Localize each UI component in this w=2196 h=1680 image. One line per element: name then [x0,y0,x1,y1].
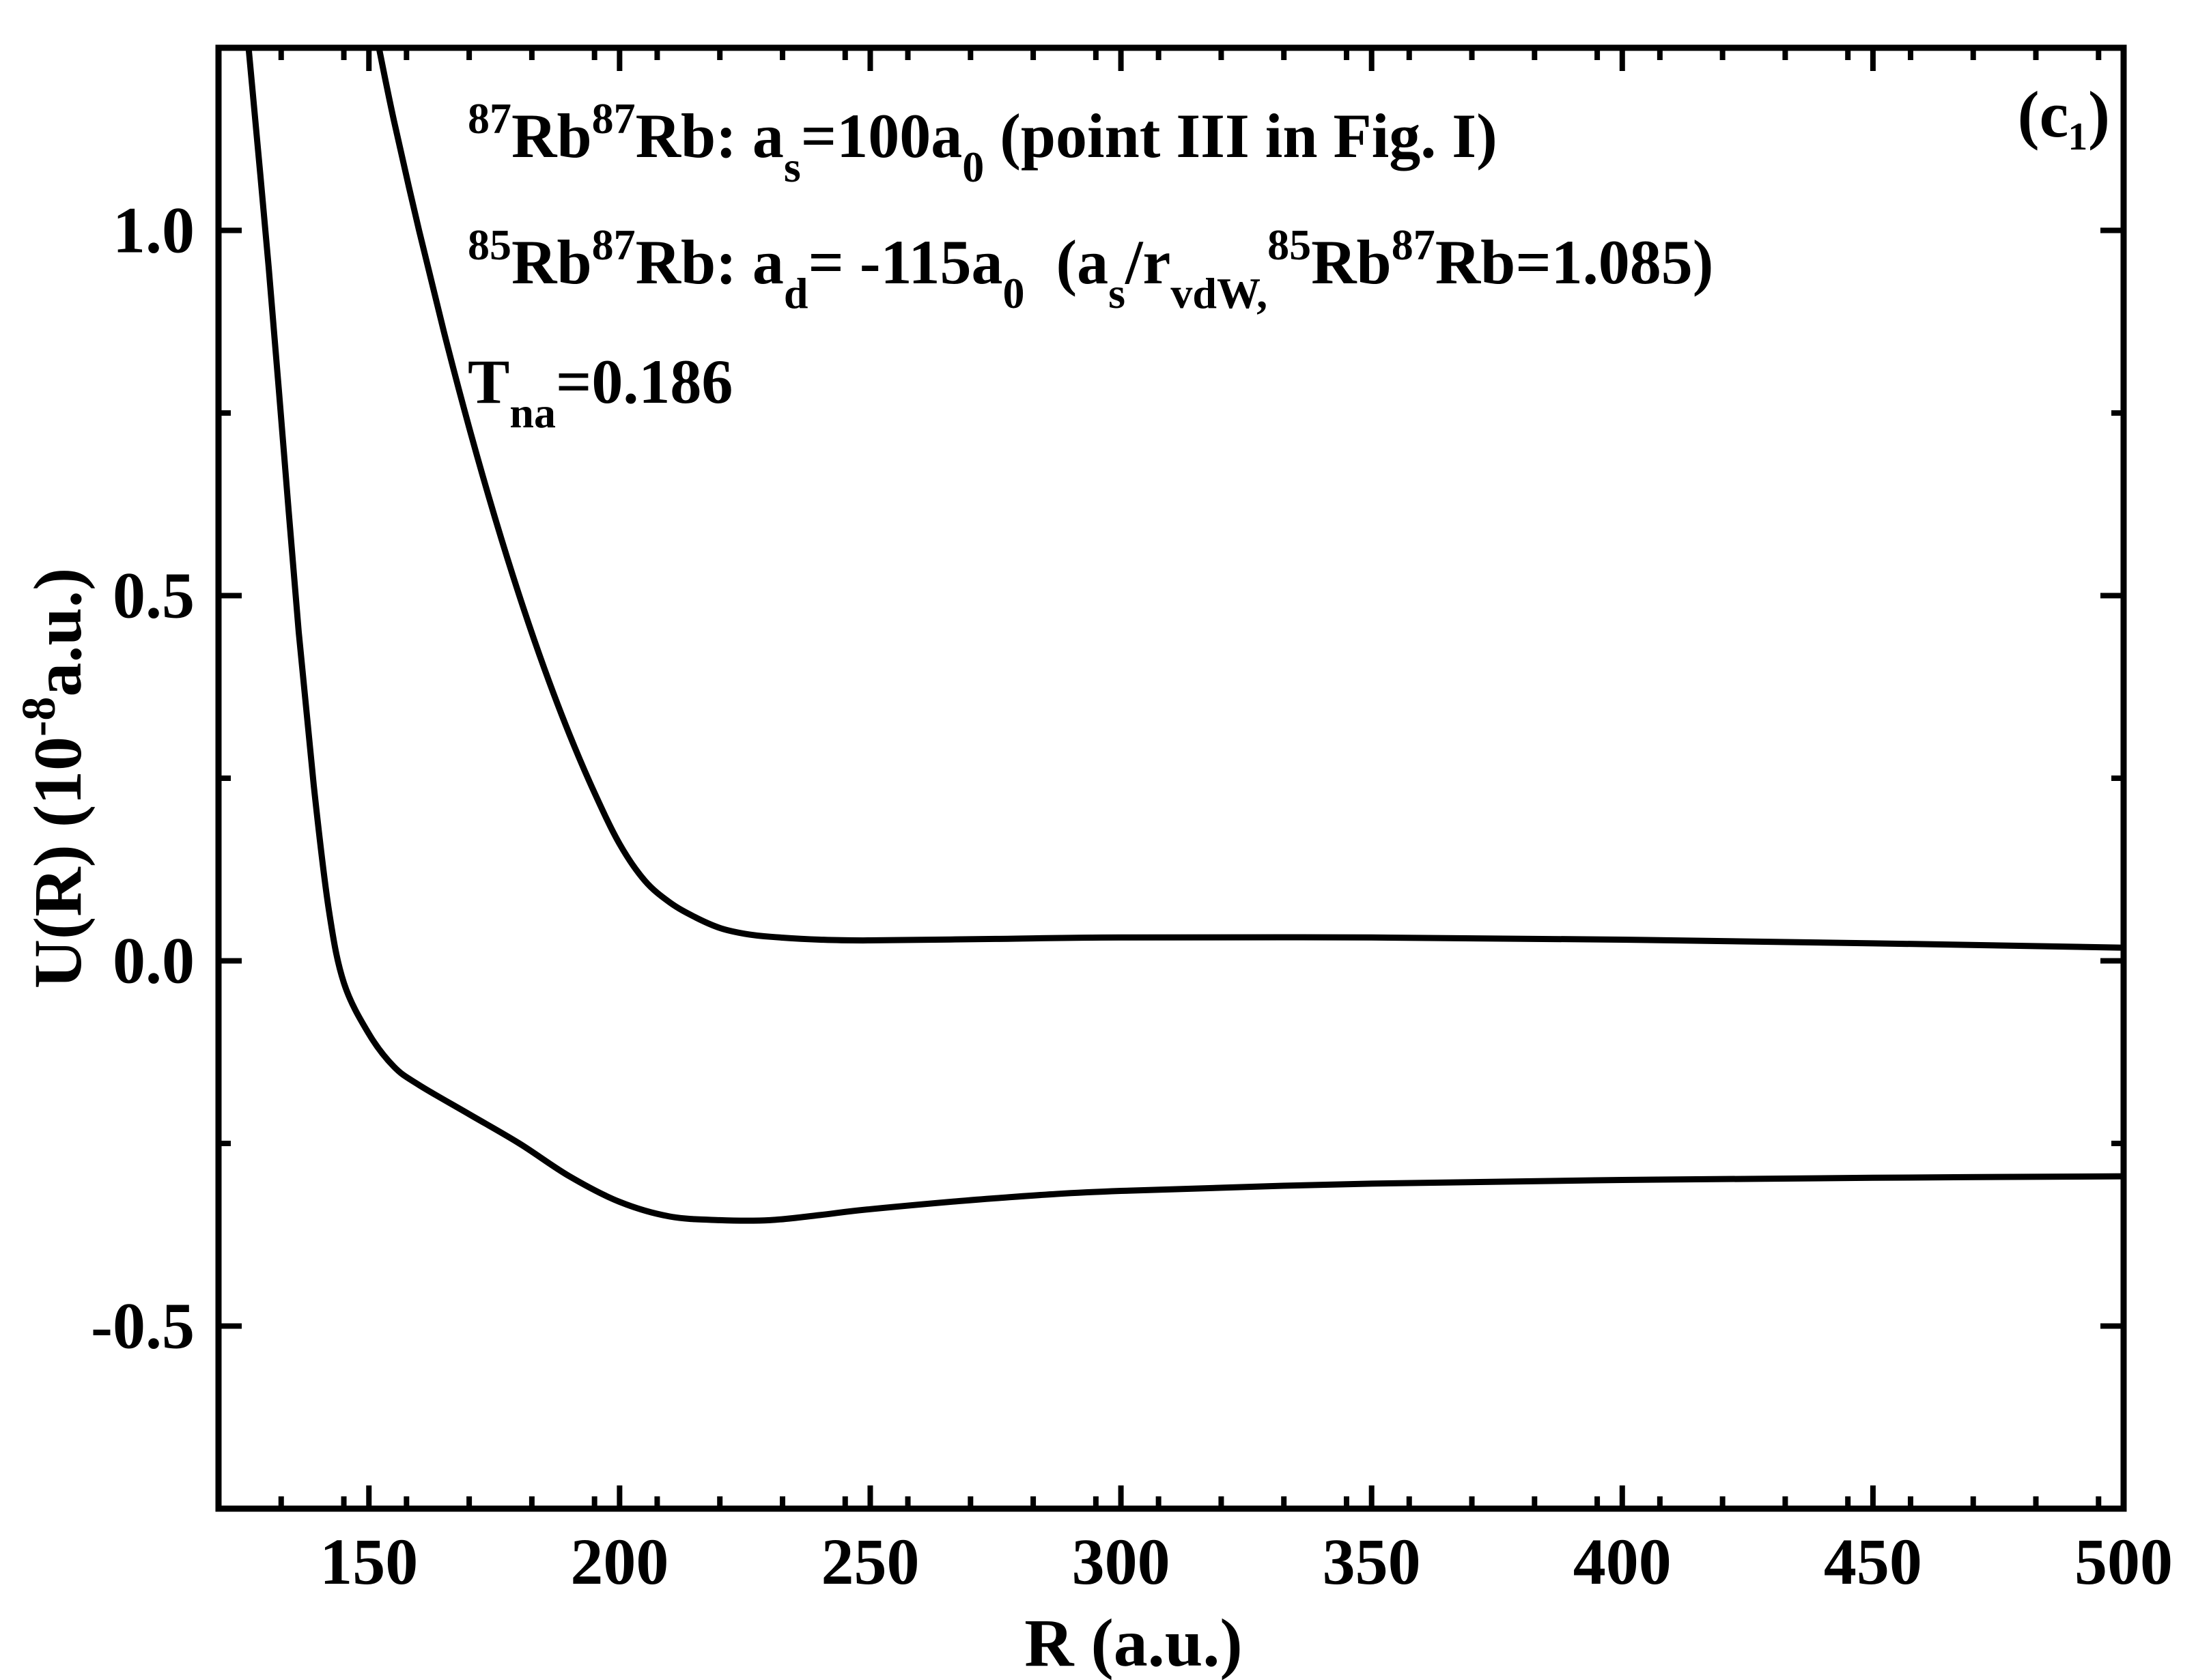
y-axis-label: U(R) (10-8a.u.) [13,568,96,989]
annotation-line-2: 85Rb87Rb: ad= -115a0 (as/rvdW,85Rb87Rb=1… [468,220,1713,317]
annotation-line-3: Tna=0.186 [468,347,733,437]
series-line-1 [376,48,2124,951]
annotation-line-1: 87Rb87Rb: as=100a0 (point III in Fig. I) [468,94,1497,191]
x-tick-label: 200 [570,1525,668,1598]
x-tick-label: 250 [821,1525,919,1598]
x-tick-label: 400 [1573,1525,1672,1598]
x-axis-label: R (a.u.) [1024,1605,1242,1680]
x-tick-label: 300 [1072,1525,1170,1598]
y-tick-label: 0.5 [113,559,195,632]
y-tick-label: 1.0 [113,194,195,267]
series-line-2 [245,48,2124,1224]
y-tick-label: -0.5 [91,1290,195,1363]
ticks-layer: 150 200 250 300 350 400 450 500 -0.5 0.0 0.5 1.0 [91,48,2173,1598]
x-tick-label: 150 [320,1525,418,1598]
y-tick-label: 0.0 [113,924,195,997]
series-layer [245,48,2124,1224]
x-tick-label: 450 [1824,1525,1922,1598]
x-tick-label: 500 [2074,1525,2173,1598]
x-tick-label: 350 [1323,1525,1421,1598]
panel-label: (c₁) [2018,78,2110,151]
